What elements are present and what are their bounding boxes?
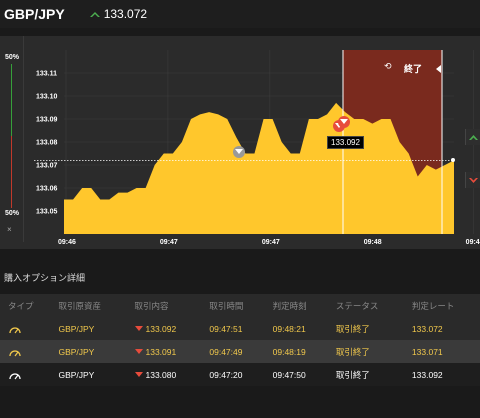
rate-cell: 133.092 — [411, 369, 443, 380]
type-cell — [0, 340, 50, 363]
content-cell: 133.080 — [127, 363, 202, 386]
gauge-bar-down — [11, 136, 12, 208]
y-tick-label: 133.10 — [36, 94, 58, 101]
options-table: タイプ 取引原資産 取引内容 取引時間 判定時刻 ステータス 判定レート GBP… — [0, 294, 480, 386]
clock-gauge-icon — [9, 327, 21, 334]
down-arrow-icon — [235, 149, 243, 154]
col-type: タイプ — [8, 300, 34, 311]
header-bar: GBP/JPY 133.072 — [0, 0, 480, 28]
asset-pair-title: GBP/JPY — [4, 6, 65, 22]
rate-cell: 133.071 — [411, 346, 443, 357]
table-row[interactable]: GBP/JPY 133.092 09:47:51 09:48:21 取引終了 1… — [0, 317, 480, 340]
price-chart: 133.11 133.10 133.09 133.08 133.07 133.06 133.… — [34, 50, 480, 246]
trade-time-cell: 09:47:20 — [209, 369, 243, 380]
judge-time-cell: 09:47:50 — [272, 369, 306, 380]
low-button[interactable] — [465, 172, 480, 188]
trade-time-cell: 09:47:49 — [209, 346, 243, 357]
status-cell: 取引終了 — [335, 369, 370, 380]
col-judge-time: 判定時刻 — [272, 300, 307, 311]
y-tick-label: 133.07 — [36, 163, 58, 170]
x-tick-label: 09:47 — [262, 239, 280, 246]
caret-left-icon[interactable] — [436, 65, 442, 73]
gauge-bar-up — [11, 64, 12, 136]
y-tick-label: 133.09 — [36, 117, 58, 124]
table-header-row: タイプ 取引原資産 取引内容 取引時間 判定時刻 ステータス 判定レート — [0, 294, 480, 317]
table-row[interactable]: GBP/JPY 133.091 09:47:49 09:48:19 取引終了 1… — [0, 340, 480, 363]
down-arrow-icon — [468, 177, 478, 183]
y-tick-label: 133.06 — [36, 186, 58, 193]
judge-time-cell: 09:48:21 — [272, 323, 306, 334]
sentiment-gauge: 50% 50% × — [0, 36, 24, 242]
asset-cell: GBP/JPY — [58, 346, 95, 357]
x-tick-label: 09:46 — [58, 239, 76, 246]
col-status: ステータス — [335, 300, 379, 311]
x-tick-label: 09:48 — [466, 239, 480, 246]
type-cell — [0, 317, 50, 340]
judge-time-cell: 09:48:19 — [272, 346, 306, 357]
section-title: 購入オプション詳細 — [4, 273, 86, 283]
end-label: 終了 — [404, 64, 423, 74]
y-tick-label: 133.08 — [36, 140, 58, 147]
up-arrow-icon — [89, 12, 100, 17]
current-price: 133.072 — [103, 7, 148, 21]
y-tick-label: 133.11 — [36, 71, 57, 78]
down-arrow-icon — [134, 349, 143, 355]
col-rate: 判定レート — [411, 300, 455, 311]
down-arrow-icon — [340, 119, 348, 124]
content-cell: 133.092 — [127, 317, 202, 340]
gauge-bottom-percent: 50% — [5, 210, 20, 217]
type-cell — [0, 363, 50, 386]
x-tick-label: 09:47 — [160, 239, 178, 246]
gauge-top-percent: 50% — [5, 54, 20, 61]
down-arrow-icon — [134, 326, 143, 332]
high-button[interactable] — [465, 129, 480, 145]
rate-cell: 133.072 — [411, 323, 443, 334]
price-tooltip: 133.092 — [327, 136, 364, 149]
current-point — [451, 158, 455, 162]
down-arrow-icon — [134, 372, 143, 378]
history-icon[interactable]: ⟲ — [384, 61, 392, 71]
x-tick-label: 09:48 — [364, 239, 382, 246]
clock-gauge-icon — [9, 350, 21, 357]
col-content: 取引内容 — [134, 300, 169, 311]
y-tick-label: 133.05 — [36, 209, 58, 216]
status-cell: 取引終了 — [335, 346, 370, 357]
status-cell: 取引終了 — [335, 323, 370, 334]
clock-gauge-icon — [9, 373, 21, 380]
asset-cell: GBP/JPY — [58, 323, 95, 334]
gauge-close-icon[interactable]: × — [7, 225, 12, 234]
asset-cell: GBP/JPY — [58, 369, 95, 380]
trade-time-cell: 09:47:51 — [209, 323, 243, 334]
col-asset: 取引原資産 — [58, 300, 101, 311]
price-area — [64, 102, 454, 235]
entry-marker-red-2 — [338, 116, 350, 128]
col-trade-time: 取引時間 — [209, 300, 244, 311]
entry-marker-gray — [233, 146, 245, 158]
table-row[interactable]: GBP/JPY 133.080 09:47:20 09:47:50 取引終了 1… — [0, 363, 480, 386]
up-arrow-icon — [468, 134, 478, 140]
content-cell: 133.091 — [127, 340, 202, 363]
